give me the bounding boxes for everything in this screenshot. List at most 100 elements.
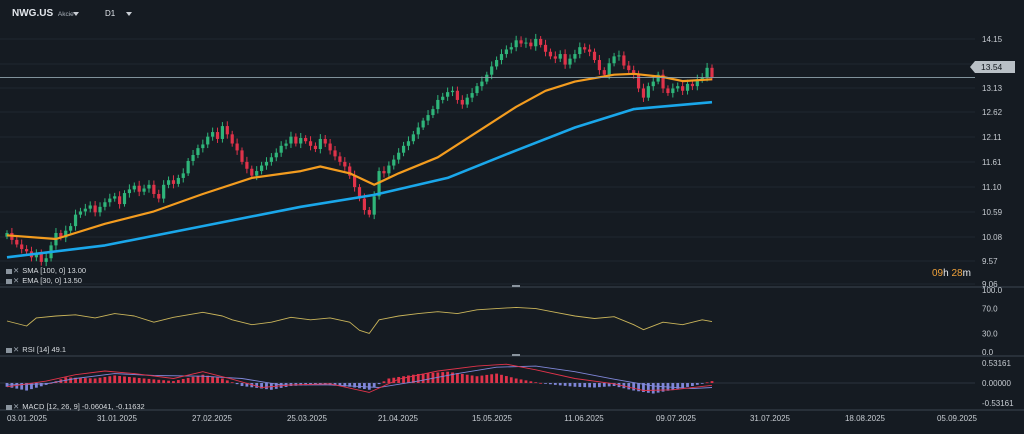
candle [166, 180, 171, 185]
macd-histogram-bar [265, 383, 268, 390]
candle [475, 86, 479, 94]
chevron-down-icon[interactable] [126, 12, 132, 16]
close-icon[interactable]: ✕ [13, 345, 20, 354]
legend-rsi[interactable]: ✕ RSI [14] 49.1 [6, 345, 66, 354]
candle [387, 165, 391, 174]
pane-resize-handle[interactable] [512, 354, 520, 356]
macd-histogram-bar [225, 380, 229, 383]
candle [578, 47, 582, 55]
macd-histogram-bar [612, 383, 616, 387]
close-icon[interactable]: ✕ [13, 402, 20, 411]
candle [607, 63, 611, 75]
candle [250, 168, 254, 176]
macd-histogram-bar [691, 383, 694, 387]
candle [289, 136, 293, 144]
macd-histogram-bar [534, 382, 538, 384]
macd-histogram-bar [113, 375, 117, 383]
macd-histogram-bar [98, 377, 102, 383]
macd-histogram-bar [456, 373, 459, 383]
candle [201, 144, 205, 149]
macd-histogram-bar [705, 382, 709, 384]
candle [651, 81, 655, 87]
candle [602, 70, 606, 75]
macd-histogram-bar [216, 377, 219, 383]
candle [323, 138, 327, 144]
candle [147, 184, 151, 189]
macd-histogram-bar [181, 378, 185, 383]
legend-sma[interactable]: ✕ SMA [100, 0] 13.00 [6, 266, 86, 275]
candle [411, 134, 415, 142]
candle [162, 184, 166, 199]
macd-histogram-bar [441, 372, 445, 383]
macd-histogram-bar [108, 376, 112, 383]
timeframe-label: D1 [105, 9, 116, 18]
macd-histogram-bar [93, 378, 97, 383]
macd-histogram-bar [230, 382, 234, 384]
candle [622, 55, 626, 66]
candle [539, 38, 543, 45]
macd-histogram-bar [514, 378, 518, 383]
date-axis-tick: 31.01.2025 [97, 414, 138, 423]
macd-histogram-bar [167, 380, 170, 383]
macd-histogram-bar [20, 383, 24, 390]
indicator-settings-icon[interactable] [6, 404, 12, 410]
close-icon[interactable]: ✕ [13, 266, 20, 275]
candle [700, 76, 704, 80]
candle [558, 54, 562, 59]
candle [534, 38, 538, 47]
macd-histogram-bar [382, 381, 386, 383]
macd-histogram-bar [607, 383, 611, 387]
timeframe-selector[interactable]: D1 [105, 8, 115, 22]
candle [176, 177, 180, 184]
close-icon[interactable]: ✕ [13, 276, 20, 285]
candle [524, 42, 528, 44]
candle [612, 56, 616, 64]
macd-histogram-bar [348, 383, 352, 387]
candle [357, 187, 362, 199]
macd-histogram-bar [539, 382, 543, 384]
macd-histogram-bar [88, 378, 92, 383]
candle [39, 253, 43, 262]
candle [142, 188, 146, 192]
candle [264, 161, 269, 166]
chevron-down-icon[interactable] [73, 12, 79, 16]
candle [397, 152, 401, 160]
candle [304, 138, 308, 142]
candle [15, 239, 19, 245]
pane-resize-handle[interactable] [512, 285, 520, 287]
candle [382, 171, 386, 174]
candle [553, 56, 557, 59]
macd-histogram-bar [49, 383, 53, 384]
macd-histogram-bar [411, 374, 415, 383]
date-axis-tick: 03.01.2025 [7, 414, 48, 423]
legend-macd[interactable]: ✕ MACD [12, 26, 9] -0.06041, -0.11632 [6, 402, 145, 411]
candle [255, 171, 259, 176]
countdown-minutes-unit: m [962, 268, 971, 279]
candle [294, 136, 298, 144]
indicator-settings-icon[interactable] [6, 268, 12, 274]
candle [710, 67, 714, 78]
symbol-selector[interactable]: NWG.US Akcie [12, 8, 74, 22]
ema-label: EMA [30, 0] 13.50 [22, 276, 82, 285]
candle [157, 193, 161, 199]
candle [676, 86, 680, 89]
macd-histogram-bar [255, 383, 259, 388]
macd-histogram-bar [157, 379, 161, 383]
candle [328, 143, 332, 151]
candle [83, 208, 87, 212]
candle [465, 97, 469, 105]
candle [362, 198, 366, 211]
candle [299, 138, 303, 144]
macd-histogram-bar [397, 376, 401, 383]
indicator-settings-icon[interactable] [6, 278, 12, 284]
macd-histogram-bar [558, 383, 562, 386]
candle [5, 232, 9, 237]
indicator-settings-icon[interactable] [6, 347, 12, 353]
macd-histogram-bar [470, 375, 474, 383]
macd-histogram-bar [509, 377, 513, 383]
price-axis-tick: 12.11 [982, 133, 1002, 142]
legend-ema[interactable]: ✕ EMA [30, 0] 13.50 [6, 276, 82, 285]
macd-histogram-bar [152, 379, 156, 383]
candle [132, 185, 136, 190]
